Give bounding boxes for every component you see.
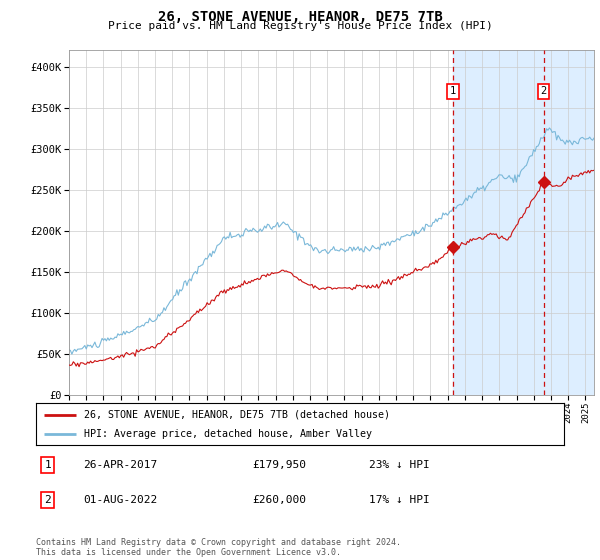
Text: 1: 1 [44,460,51,470]
Text: 1: 1 [450,86,457,96]
Text: 2: 2 [541,86,547,96]
Text: 01-AUG-2022: 01-AUG-2022 [83,495,158,505]
Text: £260,000: £260,000 [253,495,307,505]
Text: Price paid vs. HM Land Registry's House Price Index (HPI): Price paid vs. HM Land Registry's House … [107,21,493,31]
Text: 23% ↓ HPI: 23% ↓ HPI [368,460,430,470]
Text: HPI: Average price, detached house, Amber Valley: HPI: Average price, detached house, Ambe… [83,429,371,439]
Text: £179,950: £179,950 [253,460,307,470]
Text: 26, STONE AVENUE, HEANOR, DE75 7TB (detached house): 26, STONE AVENUE, HEANOR, DE75 7TB (deta… [83,409,389,419]
Text: 26-APR-2017: 26-APR-2017 [83,460,158,470]
Bar [453,50,600,395]
Text: 17% ↓ HPI: 17% ↓ HPI [368,495,430,505]
Text: Contains HM Land Registry data © Crown copyright and database right 2024.
This d: Contains HM Land Registry data © Crown c… [36,538,401,557]
Text: 26, STONE AVENUE, HEANOR, DE75 7TB: 26, STONE AVENUE, HEANOR, DE75 7TB [158,10,442,24]
Text: 2: 2 [44,495,51,505]
